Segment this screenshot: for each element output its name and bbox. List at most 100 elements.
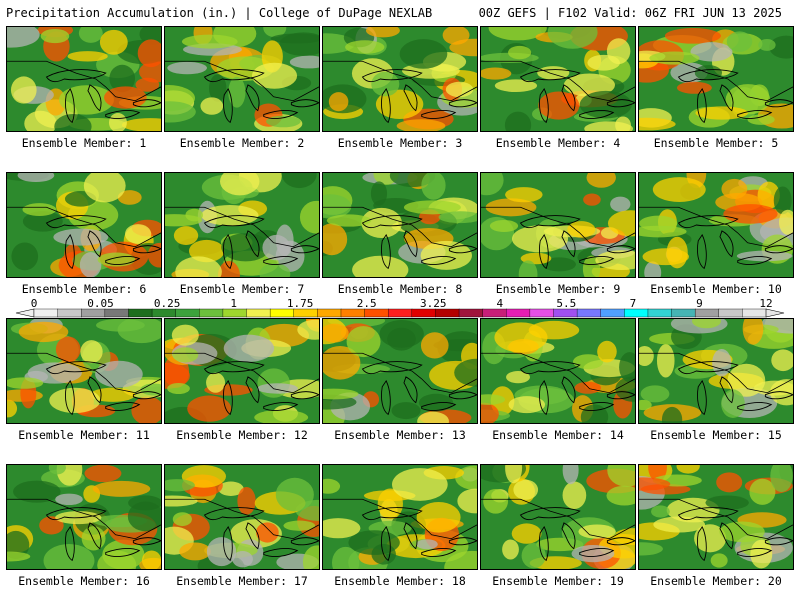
precip-field [481, 465, 635, 569]
precip-field [323, 27, 477, 131]
colorbar-tick-label: 5.5 [556, 297, 577, 310]
ensemble-member-panel: Ensemble Member: 10 [638, 172, 794, 296]
colorbar-swatch [718, 308, 743, 318]
colorbar-swatch [671, 308, 696, 318]
ensemble-member-panel: Ensemble Member: 8 [322, 172, 478, 296]
ensemble-member-panel: Ensemble Member: 7 [164, 172, 320, 296]
colorbar-max-arrow [765, 308, 785, 318]
colorbar-tick-label: 0.05 [87, 297, 114, 310]
ensemble-member-panel: Ensemble Member: 19 [480, 464, 636, 588]
precip-map [638, 172, 794, 278]
colorbar-tick-label: 7 [629, 297, 637, 310]
ensemble-member-panel: Ensemble Member: 18 [322, 464, 478, 588]
precip-field [165, 27, 319, 131]
colorbar-swatch [694, 308, 720, 318]
colorbar-swatch [553, 308, 578, 318]
precip-field [7, 319, 161, 423]
member-label: Ensemble Member: 12 [176, 428, 308, 442]
member-label: Ensemble Member: 10 [650, 282, 782, 296]
precip-map [6, 26, 162, 132]
colorbar-tick-label: 4 [496, 297, 504, 310]
colorbar-swatch [33, 308, 59, 318]
precip-field [481, 319, 635, 423]
ensemble-member-panel: Ensemble Member: 16 [6, 464, 162, 588]
precip-map [164, 26, 320, 132]
precip-field [7, 27, 161, 131]
member-label: Ensemble Member: 3 [337, 136, 463, 150]
ensemble-member-panel: Ensemble Member: 6 [6, 172, 162, 296]
precip-field [165, 319, 319, 423]
colorbar-swatch [57, 308, 82, 318]
colorbar-swatch [529, 308, 555, 318]
colorbar-tick-label: 1.75 [286, 297, 314, 310]
precip-map [480, 26, 636, 132]
ensemble-member-panel: Ensemble Member: 5 [638, 26, 794, 150]
precip-field [165, 173, 319, 277]
member-label: Ensemble Member: 17 [176, 574, 308, 588]
colorbar-swatch [742, 308, 767, 318]
colorbar-swatch [458, 308, 484, 318]
member-label: Ensemble Member: 1 [21, 136, 147, 150]
colorbar-swatch [600, 308, 625, 318]
member-label: Ensemble Member: 2 [179, 136, 305, 150]
precip-map [164, 172, 320, 278]
colorbar-tick-label: 3.25 [420, 297, 447, 310]
member-label: Ensemble Member: 16 [18, 574, 150, 588]
member-label: Ensemble Member: 5 [653, 136, 779, 150]
member-label: Ensemble Member: 14 [492, 428, 624, 442]
precip-map [164, 464, 320, 570]
colorbar-swatch [482, 308, 507, 318]
colorbar-swatch [364, 308, 389, 318]
ensemble-member-panel: Ensemble Member: 20 [638, 464, 794, 588]
colorbar-swatch [624, 308, 649, 318]
member-label: Ensemble Member: 11 [18, 428, 150, 442]
precip-map [638, 464, 794, 570]
member-label: Ensemble Member: 9 [495, 282, 621, 296]
precip-field [481, 27, 635, 131]
colorbar-swatch [576, 308, 602, 318]
member-label: Ensemble Member: 18 [334, 574, 466, 588]
member-label: Ensemble Member: 8 [337, 282, 463, 296]
ensemble-member-panel: Ensemble Member: 2 [164, 26, 320, 150]
precip-map [322, 464, 478, 570]
ensemble-member-panel: Ensemble Member: 15 [638, 318, 794, 442]
ensemble-member-panel: Ensemble Member: 13 [322, 318, 478, 442]
precip-field [639, 319, 793, 423]
ensemble-member-panel: Ensemble Member: 17 [164, 464, 320, 588]
colorbar-swatch [104, 308, 130, 318]
colorbar-swatch [222, 308, 248, 318]
member-label: Ensemble Member: 13 [334, 428, 466, 442]
member-label: Ensemble Member: 15 [650, 428, 782, 442]
ensemble-member-panel: Ensemble Member: 9 [480, 172, 636, 296]
colorbar-swatch [647, 308, 673, 318]
colorbar-tick-label: 1 [230, 297, 237, 310]
colorbar-swatch [387, 308, 413, 318]
member-label: Ensemble Member: 6 [21, 282, 147, 296]
precip-map [322, 26, 478, 132]
precip-map [6, 318, 162, 424]
colorbar-tick-label: 0 [30, 297, 38, 310]
member-label: Ensemble Member: 20 [650, 574, 782, 588]
map-title: Precipitation Accumulation (in.) | Colle… [6, 6, 433, 20]
run-info: 00Z GEFS | F102 Valid: 06Z FRI JUN 13 20… [478, 6, 782, 20]
colorbar-swatch [128, 308, 153, 318]
member-label: Ensemble Member: 19 [492, 574, 624, 588]
precip-field [7, 465, 161, 569]
precip-colorbar [15, 308, 785, 318]
colorbar-swatch [81, 308, 106, 318]
colorbar-swatch [340, 308, 366, 318]
colorbar-tick-label: 2.5 [356, 297, 377, 310]
colorbar-swatch [293, 308, 318, 318]
precip-map [480, 464, 636, 570]
precip-map [480, 318, 636, 424]
colorbar-swatch [317, 308, 342, 318]
precip-map [638, 318, 794, 424]
precip-map [6, 464, 162, 570]
colorbar-tick-label: 9 [696, 297, 703, 310]
colorbar-swatch [435, 308, 460, 318]
precip-field [7, 173, 161, 277]
colorbar-swatch [506, 308, 531, 318]
ensemble-member-panel: Ensemble Member: 3 [322, 26, 478, 150]
colorbar-tick-label: 0.25 [153, 297, 181, 310]
